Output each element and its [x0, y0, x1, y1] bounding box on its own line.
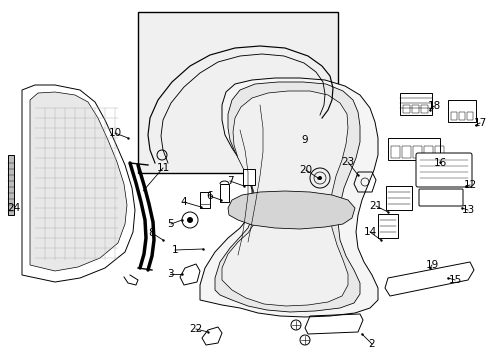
Bar: [423, 146, 432, 158]
Bar: [377, 214, 397, 238]
Bar: [420, 105, 427, 113]
Bar: [450, 112, 456, 120]
Text: 9: 9: [301, 135, 307, 145]
Bar: [401, 146, 410, 158]
Text: 8: 8: [148, 228, 155, 238]
Polygon shape: [30, 92, 127, 271]
Bar: [8, 155, 14, 215]
Text: 19: 19: [425, 260, 438, 270]
FancyBboxPatch shape: [415, 153, 471, 187]
Text: 24: 24: [7, 203, 20, 213]
Text: 1: 1: [171, 245, 178, 255]
Text: 2: 2: [368, 339, 375, 349]
Bar: [434, 146, 443, 158]
Bar: [402, 105, 409, 113]
Bar: [466, 112, 472, 120]
Bar: [387, 138, 439, 160]
Bar: [385, 186, 411, 210]
Text: 18: 18: [427, 101, 440, 111]
Circle shape: [317, 176, 321, 180]
Circle shape: [186, 217, 193, 223]
Text: 3: 3: [166, 269, 173, 279]
Bar: [390, 146, 399, 158]
Text: 7: 7: [226, 176, 233, 186]
Text: 23: 23: [341, 157, 354, 167]
Polygon shape: [215, 82, 359, 312]
Bar: [447, 100, 475, 122]
Text: 14: 14: [363, 227, 376, 237]
Bar: [412, 146, 421, 158]
Polygon shape: [222, 91, 347, 306]
Text: 12: 12: [463, 180, 476, 190]
Text: 21: 21: [368, 201, 382, 211]
Text: 4: 4: [181, 197, 187, 207]
Bar: [200, 192, 209, 208]
Bar: [399, 93, 431, 115]
Polygon shape: [200, 78, 377, 317]
Text: 10: 10: [108, 128, 122, 138]
Text: 20: 20: [299, 165, 312, 175]
Bar: [220, 184, 228, 202]
Bar: [458, 112, 464, 120]
Text: 13: 13: [461, 205, 474, 215]
Text: 5: 5: [167, 219, 174, 229]
Polygon shape: [227, 191, 354, 229]
Bar: [138, 12, 337, 173]
Text: 17: 17: [472, 118, 486, 128]
Text: 15: 15: [447, 275, 461, 285]
Bar: [411, 105, 418, 113]
FancyBboxPatch shape: [418, 189, 462, 206]
Text: 16: 16: [432, 158, 446, 168]
Bar: [243, 169, 254, 185]
Text: 6: 6: [206, 191, 213, 201]
Text: 22: 22: [189, 324, 202, 334]
Text: 11: 11: [156, 163, 169, 173]
